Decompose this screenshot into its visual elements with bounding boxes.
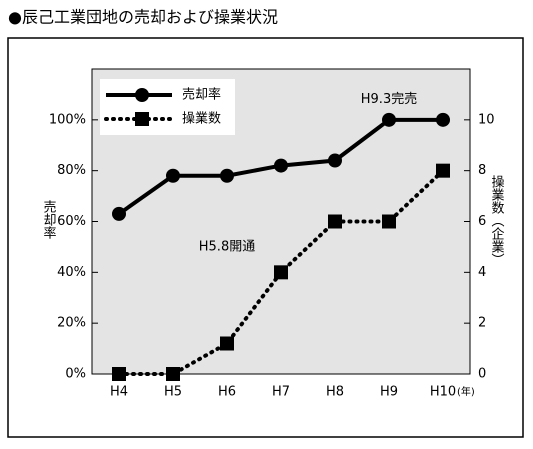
chart-title: ●辰己工業団地の売却および操業状況 — [8, 8, 278, 27]
y-tick-label: 100% — [49, 112, 86, 127]
marker — [328, 153, 342, 168]
marker — [436, 112, 450, 127]
marker — [436, 163, 450, 178]
x-unit: (年) — [457, 385, 475, 398]
x-tick-label: H8 — [326, 385, 344, 400]
marker — [274, 158, 288, 173]
annotation: H9.3完売 — [361, 91, 417, 107]
legend-label: 売却率 — [182, 87, 221, 103]
marker — [112, 206, 126, 221]
y2-tick-label: 4 — [478, 265, 486, 280]
y2-axis-label: 操業数（企業） — [489, 174, 505, 266]
x-tick-label: H10 — [430, 385, 456, 400]
y-tick-label: 20% — [57, 316, 86, 331]
marker — [274, 265, 288, 280]
y-tick-label: 40% — [57, 265, 86, 280]
legend-box — [100, 79, 235, 135]
marker — [328, 214, 342, 229]
marker — [166, 367, 180, 381]
marker — [220, 336, 234, 351]
y-tick-label: 60% — [57, 214, 86, 229]
legend-marker — [135, 112, 149, 126]
y2-tick-label: 2 — [478, 316, 486, 331]
x-tick-label: H7 — [272, 385, 290, 400]
marker — [382, 214, 396, 229]
y2-tick-label: 8 — [478, 163, 486, 178]
x-tick-label: H4 — [110, 385, 128, 400]
x-tick-label: H9 — [380, 385, 398, 400]
marker — [166, 168, 180, 183]
y-tick-label: 0% — [65, 367, 86, 382]
legend-label: 操業数 — [182, 111, 221, 127]
y2-tick-label: 0 — [478, 367, 486, 382]
y2-tick-label: 10 — [478, 112, 495, 127]
x-tick-label: H5 — [164, 385, 182, 400]
y-axis-label: 売却率 — [41, 199, 57, 239]
y2-tick-label: 6 — [478, 214, 486, 229]
y-tick-label: 80% — [57, 163, 86, 178]
marker — [382, 112, 396, 127]
legend-marker — [135, 88, 149, 102]
marker — [112, 367, 126, 381]
annotation: H5.8開通 — [199, 239, 255, 254]
marker — [220, 168, 234, 183]
x-tick-label: H6 — [218, 385, 236, 400]
